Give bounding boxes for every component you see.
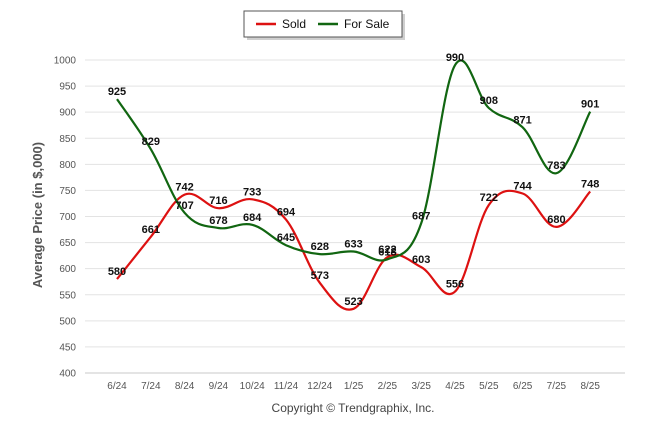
data-label-for-sale: 871 — [513, 114, 531, 126]
x-tick-label: 11/24 — [274, 381, 299, 392]
x-tick-label: 8/24 — [175, 381, 195, 392]
data-label-for-sale: 707 — [175, 200, 193, 212]
legend-label-sold: Sold — [282, 17, 306, 31]
data-label-for-sale: 633 — [344, 238, 362, 250]
series-layer — [116, 59, 592, 311]
data-label-for-sale: 783 — [547, 160, 565, 172]
data-label-sold: 744 — [513, 181, 532, 193]
x-tick-label: 9/24 — [209, 381, 229, 392]
y-axis-title: Average Price (in $,000) — [30, 142, 45, 288]
data-label-sold: 748 — [581, 178, 599, 190]
data-label-sold: 556 — [446, 279, 464, 291]
y-tick-label: 950 — [59, 82, 76, 93]
data-label-sold: 573 — [311, 270, 329, 282]
y-tick-label: 900 — [59, 108, 76, 119]
y-tick-labels: 400 450 500 550 600 650 700 750 800 850 900 950 1000 — [54, 56, 77, 380]
x-tick-label: 5/25 — [479, 381, 499, 392]
x-tick-label: 2/25 — [378, 381, 398, 392]
y-tick-label: 500 — [59, 316, 76, 327]
series-line-sold — [116, 189, 592, 311]
legend: Sold For Sale — [243, 10, 405, 40]
grid-layer — [85, 59, 625, 374]
x-tick-label: 7/25 — [547, 381, 567, 392]
data-label-sold: 523 — [344, 296, 362, 308]
data-labels: 580 661 742 716 733 694 573 523 622 603 556 722 744 6… — [108, 52, 600, 308]
y-tick-label: 650 — [59, 238, 76, 249]
data-label-sold: 603 — [412, 254, 430, 266]
legend-label-for-sale: For Sale — [344, 17, 390, 31]
x-tick-label: 12/24 — [307, 381, 332, 392]
data-label-sold: 716 — [209, 195, 227, 207]
data-label-sold: 622 — [378, 244, 396, 256]
data-label-sold: 580 — [108, 266, 126, 278]
y-tick-label: 550 — [59, 290, 76, 301]
data-label-for-sale: 829 — [142, 136, 160, 148]
data-label-sold: 694 — [277, 207, 296, 219]
x-tick-labels: 6/24 7/24 8/24 9/24 10/24 11/24 12/24 1/25 2/25 3… — [107, 381, 600, 392]
data-label-sold: 733 — [243, 186, 261, 198]
x-tick-label: 6/24 — [107, 381, 127, 392]
y-tick-label: 450 — [59, 342, 76, 353]
data-label-for-sale: 645 — [277, 232, 295, 244]
x-tick-label: 7/24 — [141, 381, 161, 392]
data-label-sold: 742 — [175, 182, 193, 194]
x-tick-label: 10/24 — [240, 381, 265, 392]
x-tick-label: 8/25 — [580, 381, 600, 392]
y-tick-label: 1000 — [54, 56, 77, 67]
data-label-for-sale: 684 — [243, 212, 262, 224]
data-label-for-sale: 908 — [480, 95, 498, 107]
series-line-for-sale — [116, 59, 592, 262]
x-tick-label: 1/25 — [344, 381, 364, 392]
y-tick-label: 400 — [59, 369, 76, 380]
y-tick-label: 600 — [59, 264, 76, 275]
data-label-for-sale: 901 — [581, 99, 599, 111]
data-label-for-sale: 618 — [378, 246, 396, 258]
copyright-credit: Copyright © Trendgraphix, Inc. — [272, 401, 435, 415]
data-label-sold: 661 — [142, 224, 160, 236]
data-label-for-sale: 687 — [412, 210, 430, 222]
data-label-sold: 722 — [480, 192, 498, 204]
data-label-for-sale: 678 — [209, 215, 227, 227]
x-tick-label: 3/25 — [411, 381, 431, 392]
x-tick-label: 4/25 — [445, 381, 465, 392]
y-tick-label: 850 — [59, 134, 76, 145]
y-tick-label: 700 — [59, 212, 76, 223]
data-label-sold: 680 — [547, 214, 565, 226]
data-label-for-sale: 628 — [311, 241, 329, 253]
x-tick-label: 6/25 — [513, 381, 533, 392]
data-label-for-sale: 925 — [108, 86, 126, 98]
data-label-for-sale: 990 — [446, 52, 464, 64]
y-tick-label: 800 — [59, 160, 76, 171]
y-tick-label: 750 — [59, 186, 76, 197]
